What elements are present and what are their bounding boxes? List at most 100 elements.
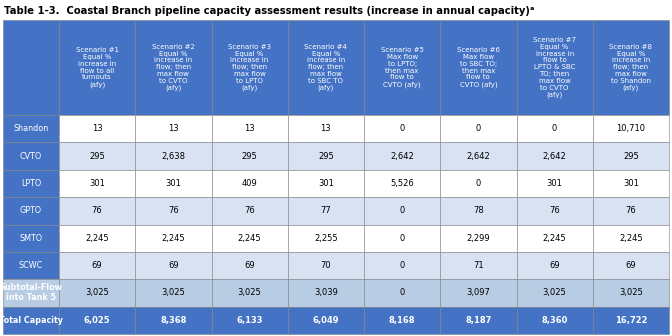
Bar bbox=[364, 279, 440, 307]
Text: 3,025: 3,025 bbox=[85, 288, 109, 297]
Text: 13: 13 bbox=[92, 124, 102, 133]
Bar bbox=[3, 20, 59, 115]
Bar bbox=[517, 279, 593, 307]
Text: 301: 301 bbox=[318, 179, 334, 188]
Text: 69: 69 bbox=[168, 261, 179, 270]
Bar bbox=[593, 224, 669, 252]
Text: 3,025: 3,025 bbox=[619, 288, 642, 297]
Bar bbox=[288, 170, 364, 197]
Text: 69: 69 bbox=[626, 261, 636, 270]
Bar bbox=[364, 252, 440, 279]
Text: 6,049: 6,049 bbox=[312, 316, 339, 325]
Text: LPTO: LPTO bbox=[21, 179, 41, 188]
Text: 8,360: 8,360 bbox=[542, 316, 568, 325]
Bar bbox=[135, 307, 212, 334]
Bar bbox=[593, 279, 669, 307]
Bar bbox=[593, 115, 669, 142]
Text: 8,187: 8,187 bbox=[465, 316, 491, 325]
Bar bbox=[212, 307, 288, 334]
Bar bbox=[212, 170, 288, 197]
Text: 2,245: 2,245 bbox=[85, 234, 109, 243]
Bar bbox=[517, 224, 593, 252]
Bar bbox=[288, 224, 364, 252]
Text: 2,299: 2,299 bbox=[466, 234, 490, 243]
Text: 0: 0 bbox=[476, 124, 481, 133]
Text: Scenario #5
Max flow
to LPTO;
then max
flow to
CVTO (afy): Scenario #5 Max flow to LPTO; then max f… bbox=[380, 47, 423, 88]
Text: Scenario #1
Equal %
increase in
flow to all
turnouts
(afy): Scenario #1 Equal % increase in flow to … bbox=[76, 47, 119, 88]
Bar bbox=[59, 307, 135, 334]
Bar bbox=[364, 115, 440, 142]
Bar bbox=[440, 252, 517, 279]
Bar bbox=[593, 142, 669, 170]
Bar bbox=[440, 307, 517, 334]
Bar bbox=[364, 142, 440, 170]
Text: 76: 76 bbox=[168, 206, 179, 215]
Bar bbox=[593, 197, 669, 224]
Text: 3,025: 3,025 bbox=[543, 288, 566, 297]
Text: 0: 0 bbox=[399, 124, 405, 133]
Text: 70: 70 bbox=[321, 261, 331, 270]
Bar bbox=[212, 115, 288, 142]
Text: 2,245: 2,245 bbox=[543, 234, 566, 243]
Bar bbox=[3, 142, 59, 170]
Bar bbox=[212, 224, 288, 252]
Text: 0: 0 bbox=[552, 124, 557, 133]
Bar bbox=[517, 307, 593, 334]
Text: 3,097: 3,097 bbox=[466, 288, 491, 297]
Text: 0: 0 bbox=[399, 206, 405, 215]
Text: 295: 295 bbox=[89, 152, 105, 161]
Text: 295: 295 bbox=[318, 152, 334, 161]
Bar bbox=[288, 279, 364, 307]
Bar bbox=[59, 197, 135, 224]
Bar bbox=[440, 279, 517, 307]
Bar bbox=[593, 252, 669, 279]
Text: 301: 301 bbox=[547, 179, 562, 188]
Text: 2,245: 2,245 bbox=[161, 234, 185, 243]
Bar bbox=[212, 20, 288, 115]
Text: Subtotal-Flow
into Tank 5: Subtotal-Flow into Tank 5 bbox=[0, 283, 62, 302]
Text: 77: 77 bbox=[321, 206, 331, 215]
Text: Scenario #4
Equal %
increase in
flow; then
max flow
to SBC TO
(afy): Scenario #4 Equal % increase in flow; th… bbox=[304, 44, 347, 91]
Text: 8,168: 8,168 bbox=[389, 316, 415, 325]
Text: 295: 295 bbox=[623, 152, 639, 161]
Text: Scenario #8
Equal %
increase in
flow; then
max flow
to Shandon
(afy): Scenario #8 Equal % increase in flow; th… bbox=[610, 44, 653, 91]
Bar bbox=[364, 20, 440, 115]
Text: 2,642: 2,642 bbox=[543, 152, 566, 161]
Bar bbox=[135, 224, 212, 252]
Text: 0: 0 bbox=[476, 179, 481, 188]
Bar bbox=[59, 252, 135, 279]
Text: 71: 71 bbox=[473, 261, 484, 270]
Bar bbox=[364, 170, 440, 197]
Text: 76: 76 bbox=[549, 206, 560, 215]
Bar bbox=[517, 142, 593, 170]
Bar bbox=[3, 197, 59, 224]
Bar bbox=[212, 279, 288, 307]
Bar bbox=[135, 20, 212, 115]
Bar bbox=[135, 142, 212, 170]
Text: 13: 13 bbox=[245, 124, 255, 133]
Text: 0: 0 bbox=[399, 288, 405, 297]
Text: 13: 13 bbox=[321, 124, 331, 133]
Text: Table 1-3.  Coastal Branch pipeline capacity assessment results (increase in ann: Table 1-3. Coastal Branch pipeline capac… bbox=[4, 6, 534, 16]
Text: SMTO: SMTO bbox=[19, 234, 42, 243]
Bar bbox=[517, 170, 593, 197]
Bar bbox=[288, 142, 364, 170]
Text: 2,245: 2,245 bbox=[238, 234, 261, 243]
Bar bbox=[440, 115, 517, 142]
Bar bbox=[59, 224, 135, 252]
Bar bbox=[135, 252, 212, 279]
Text: 3,025: 3,025 bbox=[161, 288, 185, 297]
Text: 0: 0 bbox=[399, 261, 405, 270]
Text: 69: 69 bbox=[92, 261, 102, 270]
Text: 78: 78 bbox=[473, 206, 484, 215]
Text: 5,526: 5,526 bbox=[390, 179, 414, 188]
Text: 8,368: 8,368 bbox=[160, 316, 187, 325]
Bar bbox=[440, 170, 517, 197]
Text: 0: 0 bbox=[399, 234, 405, 243]
Bar bbox=[135, 279, 212, 307]
Text: 76: 76 bbox=[244, 206, 255, 215]
Text: 301: 301 bbox=[89, 179, 105, 188]
Text: 69: 69 bbox=[245, 261, 255, 270]
Bar bbox=[59, 20, 135, 115]
Text: Shandon: Shandon bbox=[13, 124, 48, 133]
